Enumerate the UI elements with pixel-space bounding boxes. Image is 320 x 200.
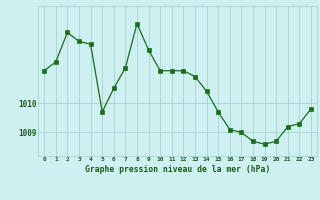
X-axis label: Graphe pression niveau de la mer (hPa): Graphe pression niveau de la mer (hPa) xyxy=(85,165,270,174)
